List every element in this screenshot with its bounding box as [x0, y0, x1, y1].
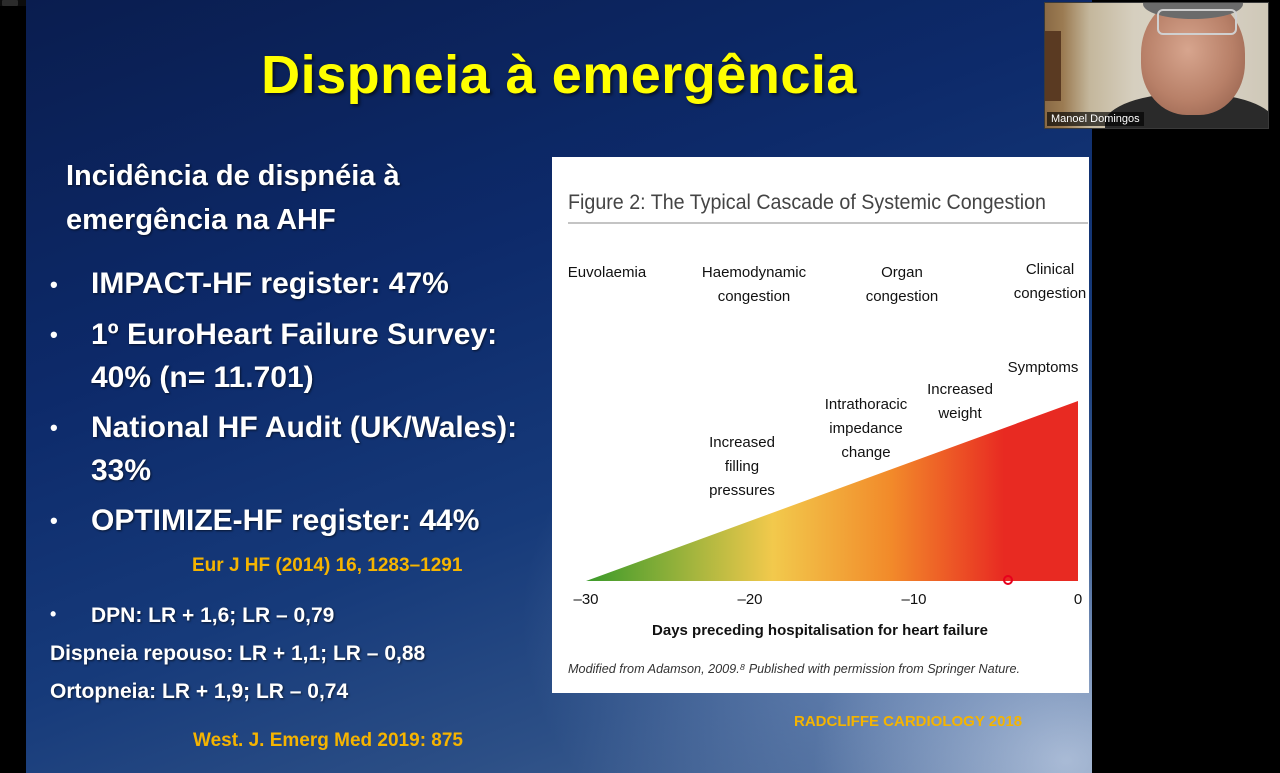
- participant-name-label: Manoel Domingos: [1047, 112, 1144, 126]
- x-tick-label: –20: [737, 591, 762, 608]
- participant-video-tile[interactable]: Manoel Domingos: [1044, 2, 1269, 129]
- x-tick-label: –10: [901, 591, 926, 608]
- annotation-impedance-line3: change: [841, 444, 890, 461]
- bullet-national-audit-line2: 33%: [91, 454, 152, 487]
- figure-graphic: Figure 2: The Typical Cascade of Systemi…: [568, 191, 1088, 676]
- reference-west-j-emerg: West. J. Emerg Med 2019: 875: [193, 730, 463, 751]
- bullet-icon: •: [50, 272, 58, 297]
- annotation-filling-line2: filling: [725, 458, 759, 475]
- figure-title: Figure 2: The Typical Cascade of Systemi…: [568, 191, 1046, 214]
- stage-clinical-line2: congestion: [1014, 285, 1087, 302]
- congestion-cascade-figure: Figure 2: The Typical Cascade of Systemi…: [552, 157, 1089, 693]
- bullet-icon: •: [50, 604, 57, 624]
- bullet-icon: •: [50, 322, 58, 347]
- annotation-impedance-line1: Intrathoracic: [825, 396, 908, 413]
- annotation-weight-line2: weight: [937, 405, 982, 422]
- stage-haemodynamic-line2: congestion: [718, 288, 791, 305]
- bullet-icon: •: [50, 508, 58, 533]
- annotation-filling-line1: Increased: [709, 434, 775, 451]
- congestion-wedge: [586, 401, 1078, 581]
- x-tick-label: –30: [573, 591, 598, 608]
- stage-organ-line2: congestion: [866, 288, 939, 305]
- stat-ortopneia: Ortopneia: LR + 1,9; LR – 0,74: [50, 680, 349, 703]
- pointer-marker: [1003, 575, 1013, 585]
- x-tick-label: 0: [1074, 591, 1082, 608]
- x-axis-label: Days preceding hospitalisation for heart…: [652, 622, 988, 639]
- slide-subtitle: Incidência de dispnéia à emergência na A…: [66, 160, 400, 236]
- stat-dpn: DPN: LR + 1,6; LR – 0,79: [91, 604, 335, 627]
- stage-clinical-line1: Clinical: [1026, 261, 1074, 278]
- bullet-optimize-hf: OPTIMIZE-HF register: 44%: [91, 504, 480, 537]
- bullet-icon: •: [50, 415, 58, 440]
- annotation-weight-line1: Increased: [927, 381, 993, 398]
- stage-euvolaemia: Euvolaemia: [568, 264, 647, 281]
- slide-title: Dispneia à emergência: [261, 45, 857, 105]
- stage-organ-line1: Organ: [881, 264, 923, 281]
- stage-haemodynamic-line1: Haemodynamic: [702, 264, 807, 281]
- stat-dispneia-repouso: Dispneia repouso: LR + 1,1; LR – 0,88: [50, 642, 426, 665]
- participant-hair: [1143, 3, 1243, 19]
- annotation-symptoms: Symptoms: [1008, 359, 1079, 376]
- background-frame: [1045, 31, 1061, 101]
- reference-eur-j-hf: Eur J HF (2014) 16, 1283–1291: [192, 555, 463, 576]
- bullet-impact-hf: IMPACT-HF register: 47%: [91, 267, 449, 300]
- window-control-button[interactable]: [2, 0, 18, 6]
- annotation-impedance-line2: impedance: [829, 420, 902, 437]
- annotation-filling-line3: pressures: [709, 482, 775, 499]
- participant-glasses: [1157, 9, 1237, 35]
- bullet-euroheart-line2: 40% (n= 11.701): [91, 361, 314, 394]
- bullet-euroheart-line1: 1º EuroHeart Failure Survey:: [91, 318, 498, 351]
- bullet-national-audit-line1: National HF Audit (UK/Wales):: [91, 411, 518, 444]
- figure-footnote: Modified from Adamson, 2009.⁸ Published …: [568, 661, 1020, 676]
- reference-radcliffe: RADCLIFFE CARDIOLOGY 2018: [794, 713, 1023, 730]
